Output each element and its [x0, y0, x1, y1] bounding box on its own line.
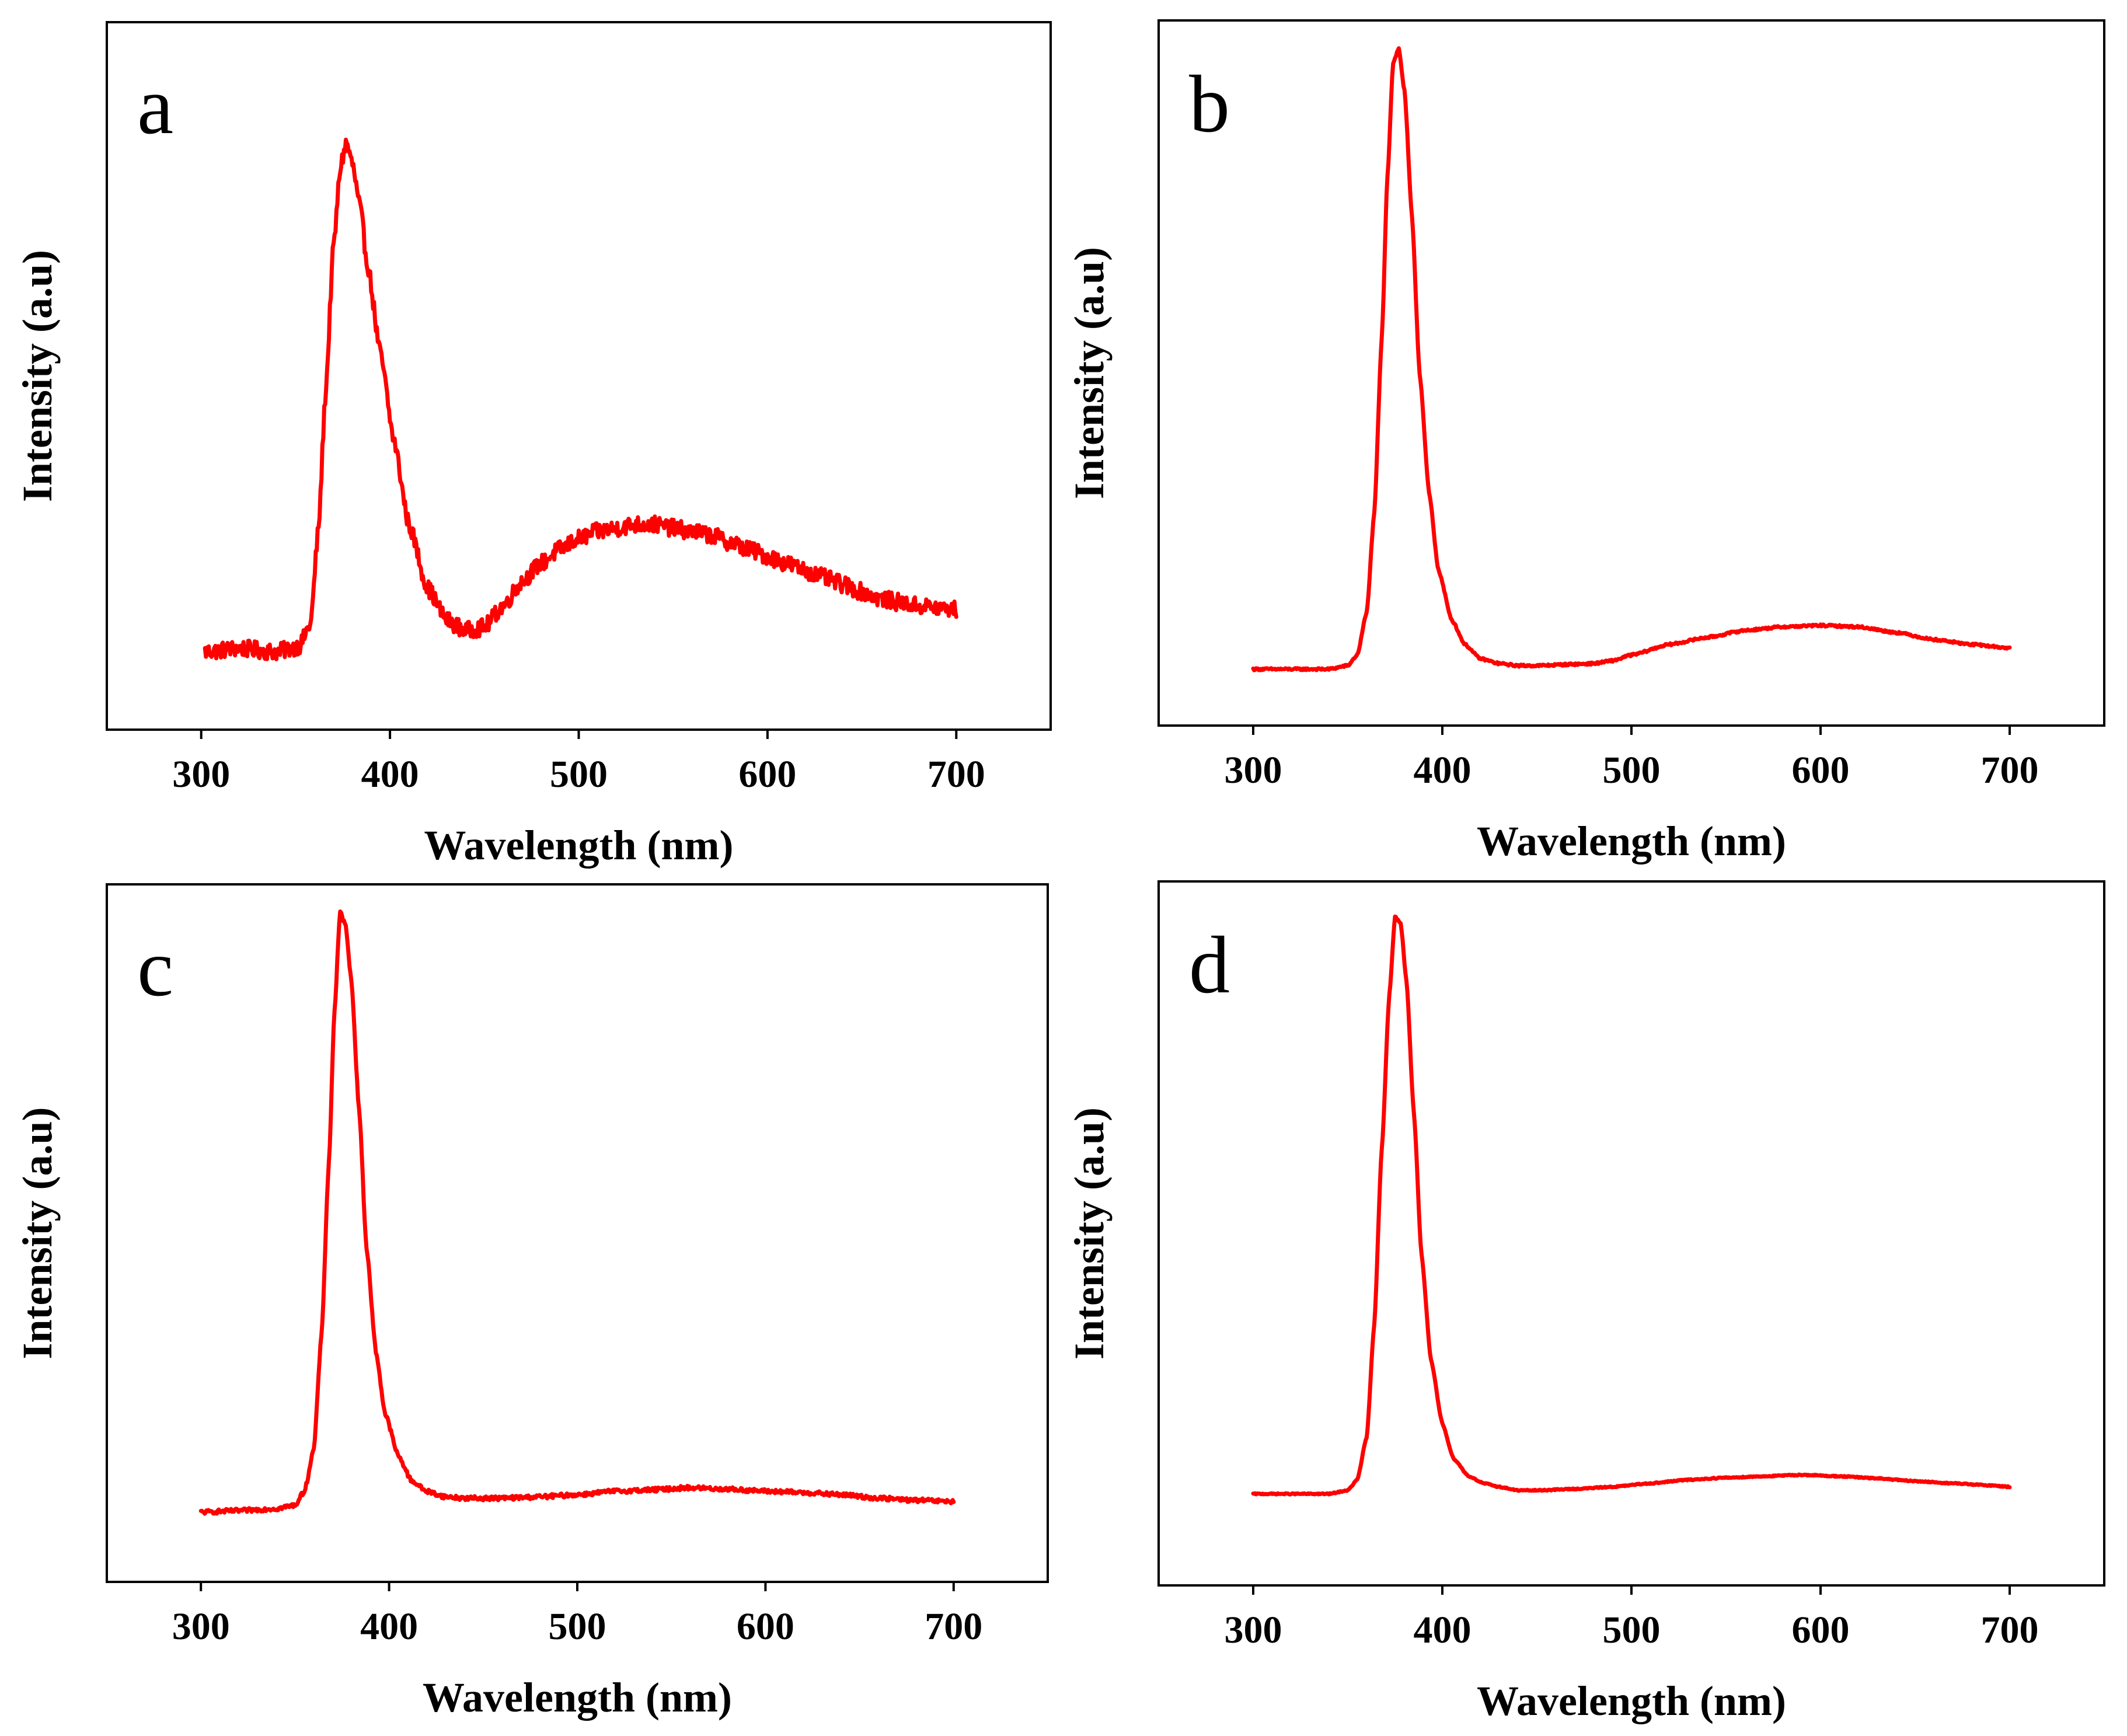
x-tick-label: 300	[172, 753, 230, 796]
x-tick-label: 700	[927, 753, 985, 796]
y-axis-title: Intensity (a.u)	[14, 1107, 61, 1359]
x-tick-label: 400	[1414, 1609, 1472, 1651]
x-tick-label: 400	[360, 1605, 418, 1648]
x-tick-label: 300	[172, 1605, 230, 1648]
panel-b: 300 400 500 600 700 Wavelength (nm) Intensity …	[1066, 19, 2105, 864]
panel-letter: b	[1189, 59, 1230, 149]
x-tick-label: 600	[737, 1605, 794, 1648]
y-axis-title: Intensity (a.u)	[14, 250, 61, 502]
x-tick-label: 600	[738, 753, 796, 796]
x-tick-label: 700	[1981, 1609, 2039, 1651]
x-tick-label: 600	[1792, 749, 1850, 792]
x-tick-label: 700	[925, 1605, 982, 1648]
x-tick-label: 300	[1225, 1609, 1282, 1651]
series-line-a	[203, 137, 958, 661]
x-tick-label: 700	[1981, 749, 2039, 792]
y-axis-title: Intensity (a.u)	[1066, 247, 1113, 499]
series-line-b	[1251, 46, 2012, 672]
x-tick-label: 500	[549, 1605, 606, 1648]
plot-frame	[106, 21, 1052, 731]
panel-a: 300 400 500 600 700 Wavelength (nm) Intensity …	[14, 21, 1052, 869]
series-line-c	[198, 909, 956, 1516]
y-axis-title: Intensity (a.u)	[1066, 1107, 1113, 1359]
plot-frame	[106, 883, 1049, 1583]
x-tick-label: 500	[1603, 749, 1661, 792]
panel-letter: c	[137, 923, 173, 1013]
plot-frame	[1157, 880, 2105, 1587]
x-tick-label: 400	[361, 753, 419, 796]
plot-frame	[1157, 19, 2105, 727]
x-tick-label: 400	[1414, 749, 1472, 792]
x-axis-title: Wavelength (nm)	[1477, 818, 1786, 864]
panel-c: 300 400 500 600 700 Wavelength (nm) Intensity …	[14, 883, 1049, 1721]
series-line-d	[1251, 914, 2012, 1497]
x-axis-title: Wavelength (nm)	[424, 822, 734, 869]
panel-letter: a	[137, 61, 173, 151]
panel-d: 300 400 500 600 700 Wavelength (nm) Intensity …	[1066, 880, 2105, 1724]
x-axis-title: Wavelength (nm)	[423, 1674, 732, 1721]
x-tick-label: 500	[550, 753, 608, 796]
x-tick-label: 600	[1792, 1609, 1850, 1651]
x-tick-label: 500	[1603, 1609, 1661, 1651]
x-axis-title: Wavelength (nm)	[1477, 1678, 1786, 1724]
x-tick-label: 300	[1225, 749, 1282, 792]
panel-letter: d	[1189, 920, 1230, 1010]
